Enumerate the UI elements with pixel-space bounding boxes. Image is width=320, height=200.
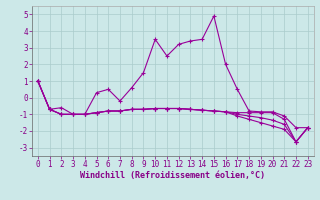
- X-axis label: Windchill (Refroidissement éolien,°C): Windchill (Refroidissement éolien,°C): [80, 171, 265, 180]
